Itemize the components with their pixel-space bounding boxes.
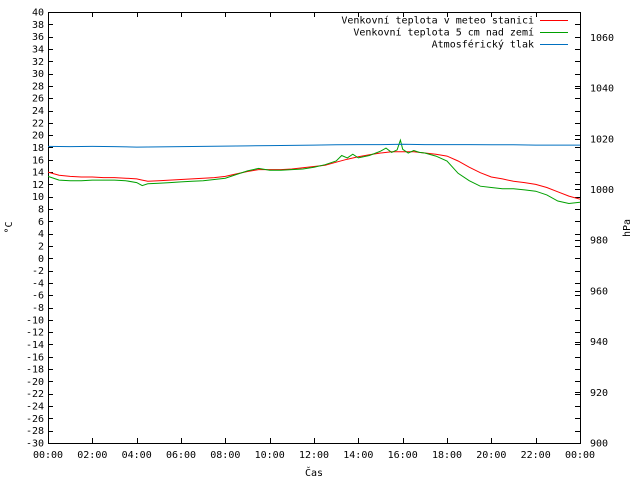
y-tick-label: 2: [38, 241, 44, 252]
y-tick-label: -30: [26, 439, 44, 450]
y-tick-label: 12: [32, 180, 44, 191]
x-tick-label: 04:00: [122, 450, 152, 461]
series-lines: [47, 138, 581, 205]
y2-tick-label: 1060: [590, 33, 614, 44]
y-tick-label: 28: [32, 81, 44, 92]
series-line-2: [47, 138, 581, 205]
y-tick-label: 20: [32, 131, 44, 142]
y-tick-label: 32: [32, 57, 44, 68]
legend: Venkovní teplota v meteo staniciVenkovní…: [341, 15, 568, 51]
y-tick-label: 14: [32, 168, 44, 179]
series-line-1: [47, 151, 581, 200]
y-tick-label: 26: [32, 94, 44, 105]
x-tick-label: 14:00: [343, 450, 373, 461]
x-tick-label: 18:00: [432, 450, 462, 461]
y-tick-label: 16: [32, 155, 44, 166]
y-tick-label: -10: [26, 315, 44, 326]
y-tick-label: 4: [38, 229, 44, 240]
plot-border: [48, 12, 581, 444]
y2-tick-label: 920: [590, 388, 608, 399]
y-tick-label: 30: [32, 69, 44, 80]
y2-tick-label: 940: [590, 337, 608, 348]
y2-tick-label: 900: [590, 439, 608, 450]
y-tick-label: -14: [26, 340, 44, 351]
y-axis-left: -30-28-26-24-22-20-18-16-14-12-10-8-6-4-…: [26, 8, 580, 450]
y-tick-label: -2: [32, 266, 44, 277]
series-line-3: [47, 143, 580, 148]
y-tick-label: -20: [26, 377, 44, 388]
y-tick-label: -18: [26, 365, 44, 376]
y-tick-label: -6: [32, 291, 44, 302]
y-tick-label: -22: [26, 389, 44, 400]
y2-tick-label: 1040: [590, 84, 614, 95]
y-tick-label: -4: [32, 278, 44, 289]
y-tick-label: -12: [26, 328, 44, 339]
y-tick-label: -16: [26, 352, 44, 363]
x-tick-label: 12:00: [299, 450, 329, 461]
y-tick-label: -8: [32, 303, 44, 314]
y-tick-label: 0: [38, 254, 44, 265]
x-tick-label: 10:00: [255, 450, 285, 461]
x-axis: 00:00 02:00 04:00 06:00 08:00 10:00 12:00 14:00…: [33, 12, 595, 461]
legend-label-1: Venkovní teplota v meteo stanici: [341, 15, 534, 27]
legend-label-3: Atmosférický tlak: [432, 39, 534, 51]
x-tick-label: 16:00: [388, 450, 418, 461]
y-tick-label: 8: [38, 205, 44, 216]
y2-tick-label: 980: [590, 236, 608, 247]
y-tick-label: 10: [32, 192, 44, 203]
x-tick-label: 06:00: [166, 450, 196, 461]
legend-label-2: Venkovní teplota 5 cm nad zemí: [353, 27, 534, 39]
y-tick-label: 40: [32, 8, 44, 19]
y-axis-title: °C: [4, 221, 15, 233]
y-tick-label: 18: [32, 143, 44, 154]
y2-tick-label: 1000: [590, 185, 614, 196]
y-tick-label: 6: [38, 217, 44, 228]
y-tick-label: 24: [32, 106, 44, 117]
y-tick-label: -28: [26, 426, 44, 437]
y2-tick-label: 960: [590, 286, 608, 297]
y-tick-label: -26: [26, 414, 44, 425]
y-tick-label: -24: [26, 402, 44, 413]
x-tick-label: 00:00: [565, 450, 595, 461]
y-tick-label: 22: [32, 118, 44, 129]
y-tick-label: 38: [32, 20, 44, 31]
y2-tick-label: 1020: [590, 134, 614, 145]
plot-frame: [48, 12, 581, 444]
x-tick-label: 02:00: [77, 450, 107, 461]
y-tick-label: 36: [32, 32, 44, 43]
x-tick-label: 22:00: [521, 450, 551, 461]
x-tick-label: 20:00: [476, 450, 506, 461]
x-tick-label: 00:00: [33, 450, 63, 461]
x-axis-title: Čas: [305, 466, 323, 479]
x-tick-label: 08:00: [210, 450, 240, 461]
y-tick-label: 34: [32, 44, 44, 55]
y-axis-right: 900 920 940 960 980 1000 1020 1040 1060: [575, 33, 614, 450]
y2-axis-title: hPa: [622, 219, 633, 237]
